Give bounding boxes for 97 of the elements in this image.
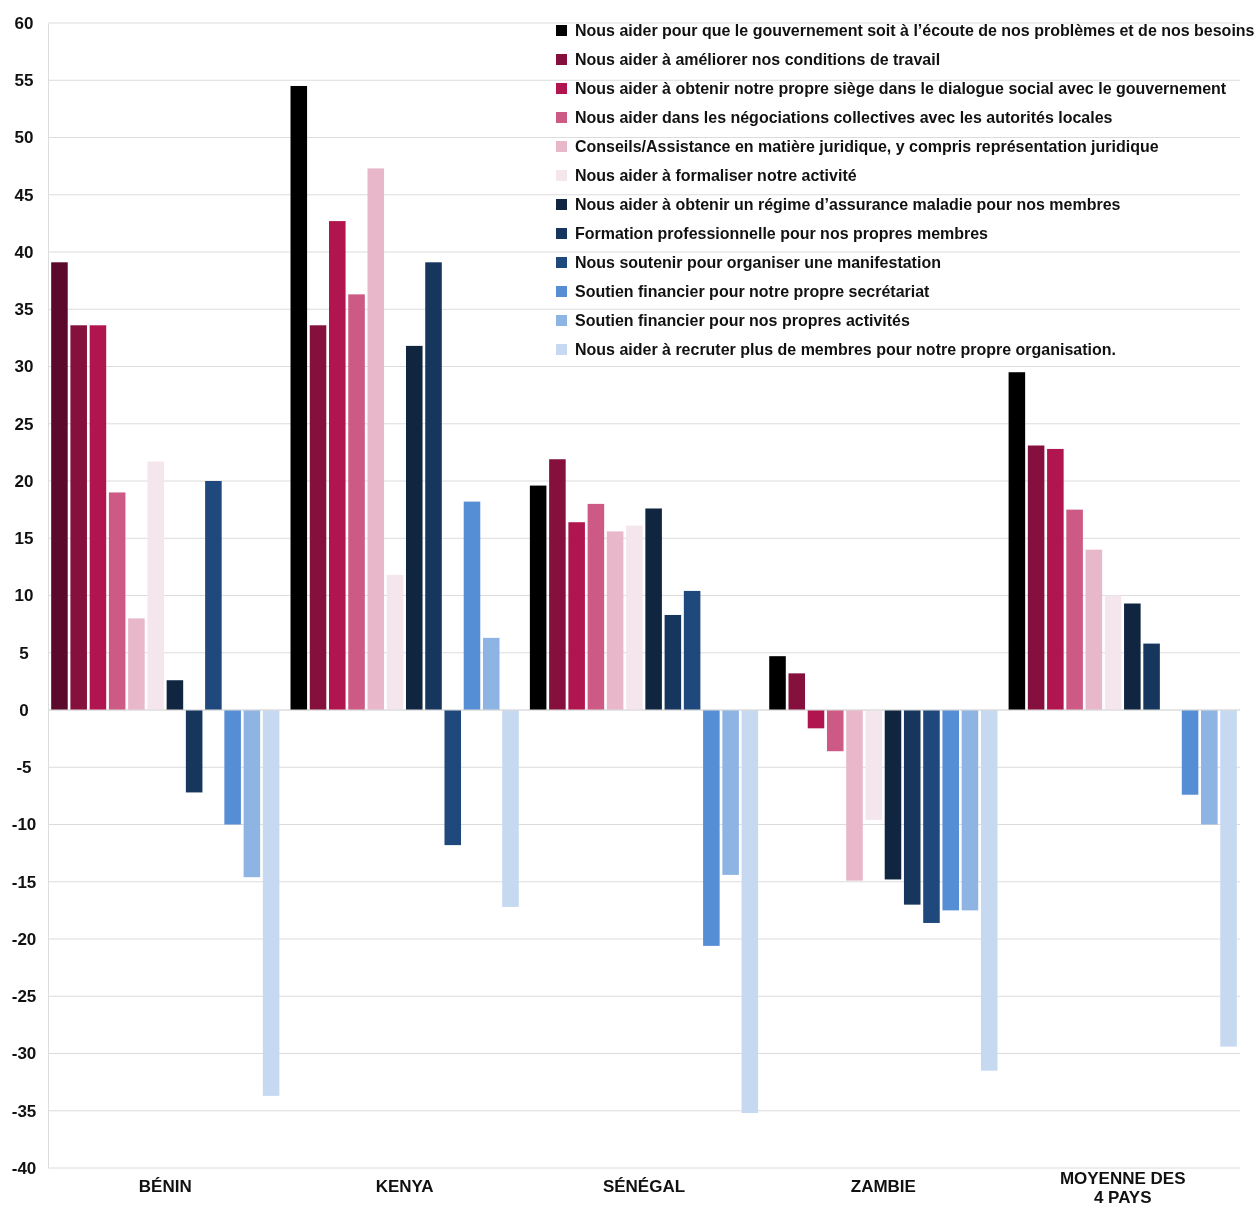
bar xyxy=(1124,603,1141,710)
bar xyxy=(788,673,806,710)
bar xyxy=(463,501,481,710)
legend-label: Nous aider à formaliser notre activité xyxy=(575,167,857,184)
bar xyxy=(147,461,164,710)
bar xyxy=(367,168,385,710)
bar xyxy=(683,590,701,710)
bar xyxy=(846,710,863,881)
bar xyxy=(826,710,844,752)
y-tick-label: 10 xyxy=(14,586,34,606)
bar xyxy=(1143,643,1160,710)
bar xyxy=(587,503,605,710)
y-tick-label: -20 xyxy=(11,929,37,949)
x-tick-label: KENYA xyxy=(375,1177,434,1196)
y-tick-label: 60 xyxy=(14,13,34,33)
bar xyxy=(444,710,462,846)
y-tick-label: 50 xyxy=(14,128,34,148)
bar xyxy=(1027,445,1045,710)
bar xyxy=(568,522,585,710)
bar xyxy=(942,710,959,911)
bar xyxy=(166,680,184,710)
y-tick-label: 35 xyxy=(14,300,34,320)
y-tick-label: -30 xyxy=(11,1044,37,1064)
bar xyxy=(961,710,979,911)
bar xyxy=(807,710,825,729)
x-tick-label: BÉNIN xyxy=(138,1177,192,1196)
bar xyxy=(664,614,682,710)
y-tick-label: -5 xyxy=(16,758,32,778)
bar xyxy=(108,492,126,710)
y-tick-label: -40 xyxy=(11,1158,37,1178)
bar xyxy=(903,710,921,905)
bar xyxy=(205,481,222,710)
y-tick-label: 5 xyxy=(19,643,29,663)
bar xyxy=(722,710,739,875)
bar xyxy=(309,325,327,710)
legend-label: Nous aider à obtenir un régime d’assurance maladie pour nos membres xyxy=(575,196,1121,213)
bar xyxy=(405,345,423,710)
bar xyxy=(224,710,241,825)
bar xyxy=(923,710,940,923)
y-tick-label: 40 xyxy=(14,242,34,262)
legend-label: Nous aider à obtenir notre propre siège dans le dialogue social avec le gouvernement xyxy=(575,80,1227,97)
y-tick-label: -10 xyxy=(11,815,37,835)
y-tick-label: 20 xyxy=(14,471,34,491)
bar xyxy=(884,710,902,880)
bar xyxy=(70,325,87,710)
bar xyxy=(243,710,261,878)
bar xyxy=(185,710,203,793)
bar xyxy=(482,637,500,710)
legend-label: Soutien financier pour notre propre secrétariat xyxy=(575,283,931,300)
bar xyxy=(89,325,107,710)
bar xyxy=(329,221,346,710)
bar xyxy=(1220,710,1237,1047)
bar xyxy=(549,459,566,710)
legend-label: Conseils/Assistance en matière juridique, y compris représentation juridique xyxy=(575,138,1159,155)
bar xyxy=(1201,710,1218,825)
bar xyxy=(1066,509,1083,710)
legend-label: Nous soutenir pour organiser une manifestation xyxy=(575,254,941,271)
bar xyxy=(606,531,624,710)
legend-label: Nous aider pour que le gouvernement soit à l’écoute de nos problèmes et de nos besoins xyxy=(575,22,1255,39)
legend-label: Nous aider dans les négociations collectives avec les autorités locales xyxy=(575,109,1113,126)
bar xyxy=(262,710,280,1096)
bar xyxy=(703,710,720,946)
y-tick-label: -25 xyxy=(11,987,37,1007)
y-tick-label: -35 xyxy=(11,1101,37,1121)
bar xyxy=(645,508,662,710)
bar xyxy=(1047,448,1064,710)
legend-label: Nous aider à recruter plus de membres pour notre propre organisation. xyxy=(575,341,1116,358)
bar xyxy=(626,525,643,710)
bar xyxy=(1008,372,1026,710)
y-tick-label: 55 xyxy=(14,71,34,91)
x-tick-label: ZAMBIE xyxy=(850,1177,916,1196)
bar xyxy=(741,710,759,1114)
bar xyxy=(386,574,404,710)
bar xyxy=(980,710,998,1071)
y-tick-label: 15 xyxy=(14,529,34,549)
bar xyxy=(51,262,68,710)
y-tick-label: -15 xyxy=(11,872,37,892)
bar xyxy=(128,618,145,710)
bar xyxy=(865,710,883,820)
bar xyxy=(290,85,308,710)
bar xyxy=(769,656,786,710)
bar xyxy=(502,710,519,907)
legend-label: Soutien financier pour nos propres activités xyxy=(575,312,910,329)
bar xyxy=(348,294,365,710)
bar xyxy=(1104,595,1122,710)
x-tick-label: SÉNÉGAL xyxy=(602,1177,686,1196)
y-tick-label: 25 xyxy=(14,414,34,434)
y-tick-label: 30 xyxy=(14,357,34,377)
y-tick-label: 0 xyxy=(19,700,29,720)
bar xyxy=(1085,549,1103,710)
legend-label: Formation professionnelle pour nos propres membres xyxy=(575,225,989,242)
x-tick-label: MOYENNE DES 4 PAYS xyxy=(1059,1169,1186,1207)
bar xyxy=(425,262,442,710)
y-tick-label: 45 xyxy=(14,185,34,205)
bar xyxy=(529,485,547,710)
legend-label: Nous aider à améliorer nos conditions de travail xyxy=(575,51,941,68)
bar xyxy=(1181,710,1199,795)
